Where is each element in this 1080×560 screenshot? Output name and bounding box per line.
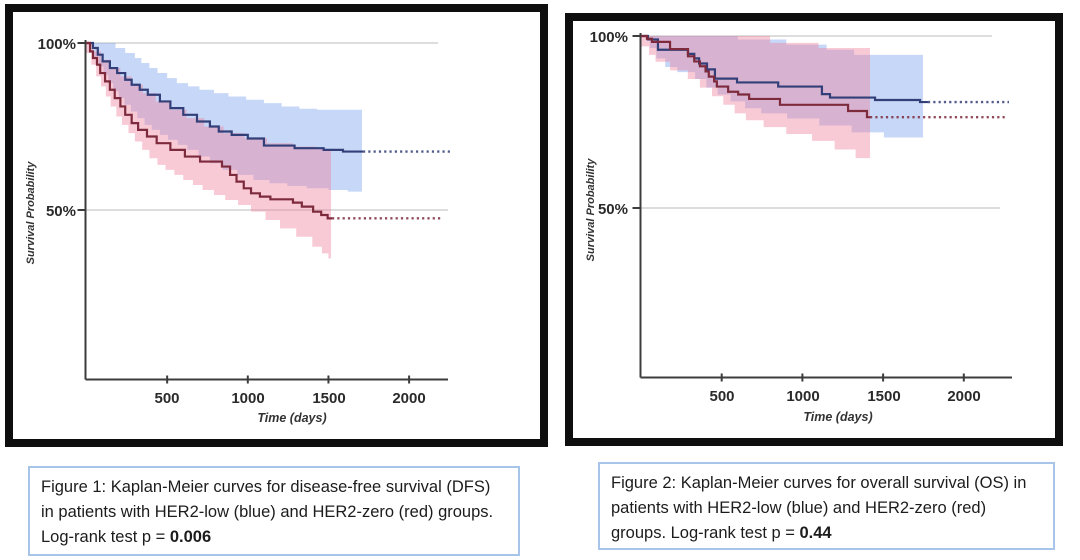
figure2-y-axis-title: Survival Probability xyxy=(585,158,597,262)
figure2-caption: Figure 2: Kaplan-Meier curves for overal… xyxy=(598,462,1055,550)
figure2-xtick-1500: 1500 xyxy=(867,388,901,405)
figure1-y-axis-title: Survival Probability xyxy=(25,161,37,265)
figure2-ytick-50: 50% xyxy=(597,201,628,218)
figure1-frame xyxy=(5,4,548,447)
figure1-xtick-2000: 2000 xyxy=(392,390,426,407)
figure2-ytick-100: 100% xyxy=(589,29,628,46)
figure1-x-axis-title: Time (days) xyxy=(257,411,327,425)
figure1-ytick-50: 50% xyxy=(45,203,76,220)
figure2-xtick-1000: 1000 xyxy=(786,388,820,405)
figure2-xtick-2000: 2000 xyxy=(947,388,981,405)
figure2-caption-text: Figure 2: Kaplan-Meier curves for overal… xyxy=(611,474,1027,542)
figure2-frame xyxy=(565,13,1063,446)
figure1-xtick-1000: 1000 xyxy=(231,390,265,407)
figure1-caption-p-value: 0.006 xyxy=(169,527,212,546)
figure2-x-axis-title: Time (days) xyxy=(803,410,873,424)
figure1-caption: Figure 1: Kaplan-Meier curves for diseas… xyxy=(28,466,520,556)
figure1-xtick-1500: 1500 xyxy=(312,390,346,407)
figure2-caption-p-value: 0.44 xyxy=(799,523,832,542)
figure1-ytick-100: 100% xyxy=(37,36,76,53)
figure1-caption-text: Figure 1: Kaplan-Meier curves for diseas… xyxy=(41,478,494,546)
figure2-xtick-500: 500 xyxy=(709,388,735,405)
figure1-xtick-500: 500 xyxy=(154,390,180,407)
